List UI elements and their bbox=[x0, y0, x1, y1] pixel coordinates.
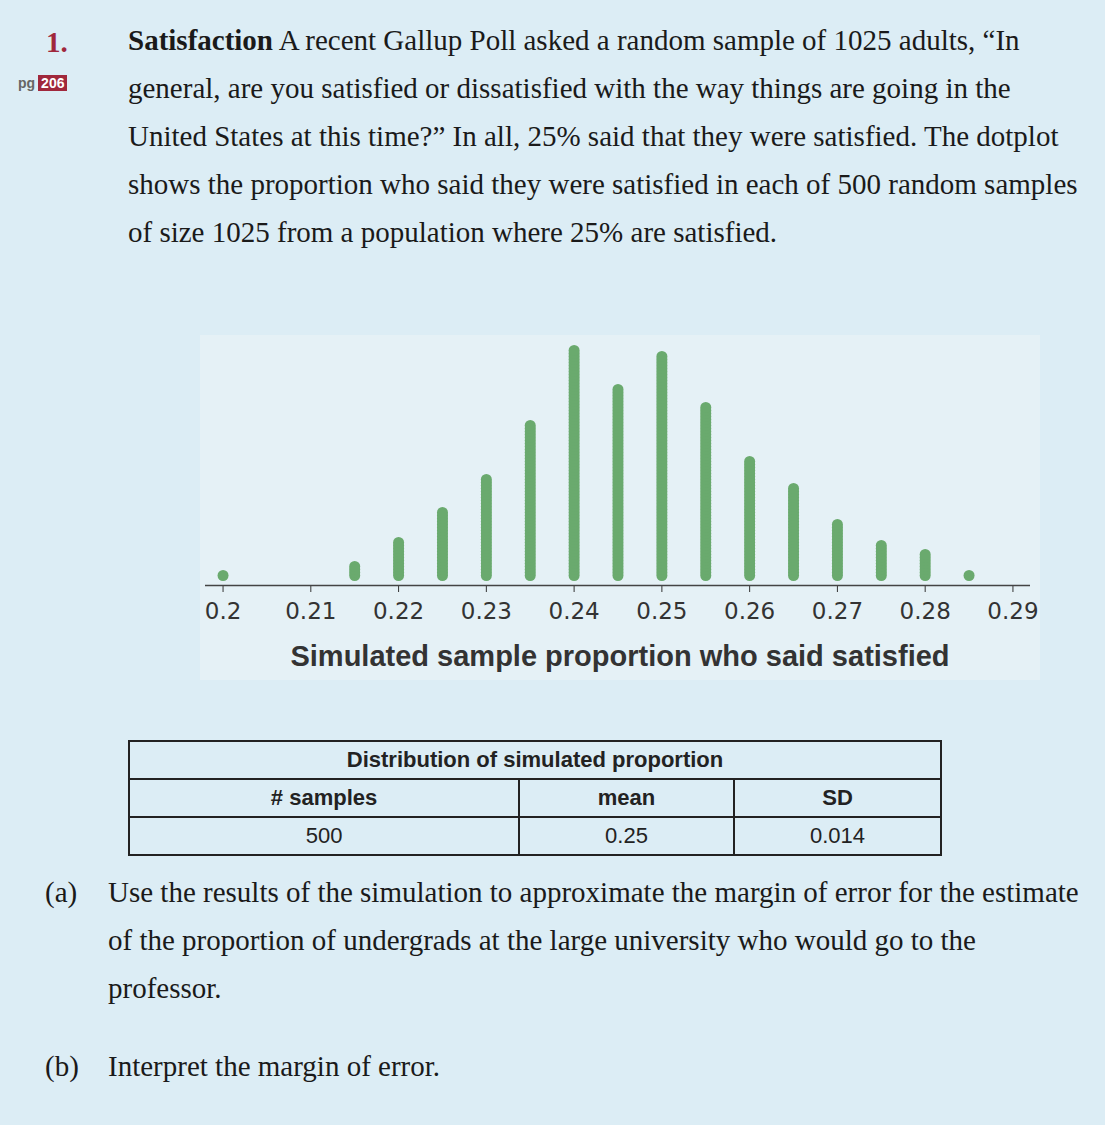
svg-text:0.23: 0.23 bbox=[461, 598, 512, 624]
svg-text:0.22: 0.22 bbox=[373, 598, 424, 624]
html-text:Simulated sample proportion wh: Simulated sample proportion who said sat… bbox=[290, 640, 950, 672]
svg-text:0.28: 0.28 bbox=[900, 598, 951, 624]
html-text:Interpret the margin of error.: Interpret the margin of error. bbox=[108, 1050, 440, 1082]
svg-text:0.26: 0.26 bbox=[724, 598, 775, 624]
html-text:0.014: 0.014 bbox=[810, 823, 865, 848]
html-text:Satisfaction A recent Gallup P: Satisfaction A recent Gallup Poll asked … bbox=[128, 24, 1078, 248]
html-text:1.: 1. bbox=[46, 26, 68, 58]
svg-text:0.25: 0.25 bbox=[636, 598, 687, 624]
html-text:500: 500 bbox=[305, 823, 343, 848]
html-text:0.25: 0.25 bbox=[605, 823, 648, 848]
html-text:# samples: # samples bbox=[270, 785, 378, 810]
html-text:SD: SD bbox=[822, 785, 853, 810]
svg-text:0.24: 0.24 bbox=[549, 598, 600, 624]
svg-text:0.29: 0.29 bbox=[987, 598, 1038, 624]
html-text:pg 206: pg 206 bbox=[18, 75, 65, 91]
html-text:Distribution of simulated prop: Distribution of simulated proportion bbox=[346, 747, 724, 772]
svg-text:0.21: 0.21 bbox=[285, 598, 336, 624]
html-text:(b): (b) bbox=[45, 1050, 79, 1082]
svg-text:0.27: 0.27 bbox=[812, 598, 863, 624]
html-text:mean: mean bbox=[597, 785, 656, 810]
html-text:Use the results of the simulat: Use the results of the simulation to app… bbox=[108, 876, 1079, 1004]
html-text:(a): (a) bbox=[45, 876, 78, 908]
svg-text:0.2: 0.2 bbox=[205, 598, 242, 624]
